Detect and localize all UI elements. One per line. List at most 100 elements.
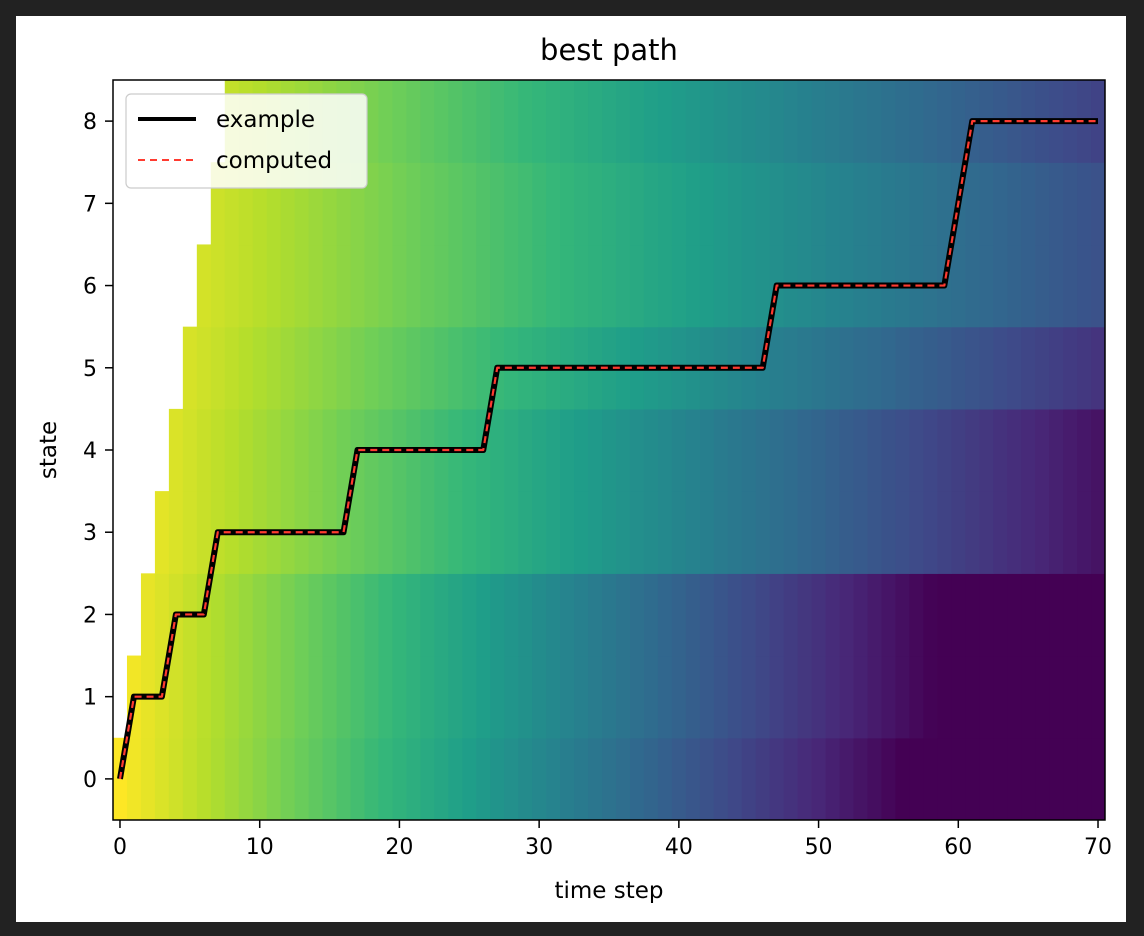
heatmap-cell (476, 244, 491, 328)
heatmap-cell (560, 737, 575, 820)
heatmap-cell (755, 655, 771, 739)
heatmap-cell (699, 573, 715, 657)
heatmap-cell (336, 408, 352, 492)
heatmap-cell (448, 573, 463, 657)
heatmap-cell (783, 655, 799, 739)
heatmap-cell (1021, 408, 1036, 492)
heatmap-cell (504, 655, 519, 739)
heatmap-cell (532, 491, 547, 574)
heatmap-cell (294, 244, 310, 328)
heatmap-cell (699, 491, 715, 574)
heatmap-cell (490, 491, 505, 574)
heatmap-cell (532, 244, 547, 328)
heatmap-cell (378, 573, 394, 657)
heatmap-cell (937, 162, 952, 246)
heatmap-cell (951, 573, 966, 657)
heatmap-cell (168, 408, 184, 492)
heatmap-cell (574, 491, 589, 574)
heatmap-cell (993, 737, 1008, 820)
heatmap-cell (504, 162, 519, 246)
heatmap-cell (294, 655, 310, 739)
heatmap-cell (322, 737, 338, 820)
heatmap-cell (392, 244, 408, 328)
heatmap-cell (476, 655, 491, 739)
heatmap-cell (671, 573, 687, 657)
heatmap-cell (811, 162, 827, 246)
heatmap-cell (1077, 655, 1092, 739)
heatmap-cell (657, 244, 673, 328)
heatmap-cell (909, 491, 924, 574)
heatmap-cell (867, 80, 883, 163)
heatmap-cell (392, 491, 408, 574)
heatmap-cell (154, 573, 170, 657)
heatmap-cell (839, 326, 855, 410)
heatmap-cell (210, 408, 226, 492)
heatmap-cell (727, 491, 743, 574)
heatmap-cell (937, 737, 952, 820)
heatmap-cell (574, 408, 589, 492)
heatmap-cell (727, 737, 743, 820)
heatmap-cell (923, 162, 938, 246)
heatmap-cell (378, 326, 394, 410)
heatmap-cell (615, 655, 631, 739)
heatmap-cell (434, 80, 449, 163)
heatmap-cell (993, 655, 1008, 739)
heatmap-cell (168, 655, 184, 739)
heatmap-cell (965, 491, 980, 574)
heatmap-cell (993, 408, 1008, 492)
heatmap-cell (1021, 737, 1036, 820)
heatmap-cell (951, 244, 966, 328)
heatmap-cell (420, 162, 435, 246)
heatmap-cell (699, 737, 715, 820)
heatmap-cell (629, 162, 645, 246)
heatmap-cell (434, 655, 449, 739)
heatmap-cell (462, 326, 477, 410)
heatmap-cell (308, 573, 324, 657)
heatmap-cell (643, 655, 659, 739)
heatmap-cell (1091, 244, 1105, 328)
heatmap-cell (364, 80, 380, 163)
heatmap-cell (909, 737, 924, 820)
heatmap-cell (615, 80, 631, 163)
heatmap-cell (783, 162, 799, 246)
heatmap-cell (797, 491, 813, 574)
heatmap-cell (574, 80, 589, 163)
heatmap-cell (755, 162, 771, 246)
heatmap-cell (350, 491, 366, 574)
heatmap-cell (196, 244, 212, 328)
heatmap-cell (1077, 737, 1092, 820)
heatmap-cell (182, 491, 198, 574)
heatmap-cell (671, 737, 687, 820)
heatmap-cell (588, 491, 603, 574)
heatmap-cell (154, 491, 170, 574)
heatmap-cell (629, 655, 645, 739)
heatmap-cell (588, 408, 603, 492)
heatmap-cell (308, 737, 324, 820)
path-lines (117, 118, 1099, 780)
heatmap-cell (490, 80, 505, 163)
y-tick-label: 6 (83, 275, 97, 300)
heatmap-cell (602, 244, 617, 328)
heatmap-cell (238, 326, 254, 410)
heatmap-cell (252, 655, 268, 739)
heatmap-cell (657, 573, 673, 657)
heatmap-cell (825, 80, 841, 163)
heatmap-cell (783, 737, 799, 820)
heatmap-cell (392, 573, 408, 657)
heatmap-cell (294, 408, 310, 492)
heatmap-cell (979, 655, 994, 739)
heatmap-cell (140, 573, 156, 657)
heatmap-cell (546, 573, 561, 657)
chart-title: best path (540, 33, 678, 67)
heatmap-cell (853, 80, 869, 163)
heatmap-cell (168, 491, 184, 574)
y-axis: 0 1 2 3 4 5 6 7 8 (83, 110, 113, 793)
heatmap-cell (518, 162, 533, 246)
heatmap-cell (769, 737, 785, 820)
heatmap-cell (182, 737, 198, 820)
heatmap-cell (979, 408, 994, 492)
heatmap-cell (769, 162, 785, 246)
heatmap-cell (825, 491, 841, 574)
heatmap-cell (364, 244, 380, 328)
heatmap-cell (811, 573, 827, 657)
